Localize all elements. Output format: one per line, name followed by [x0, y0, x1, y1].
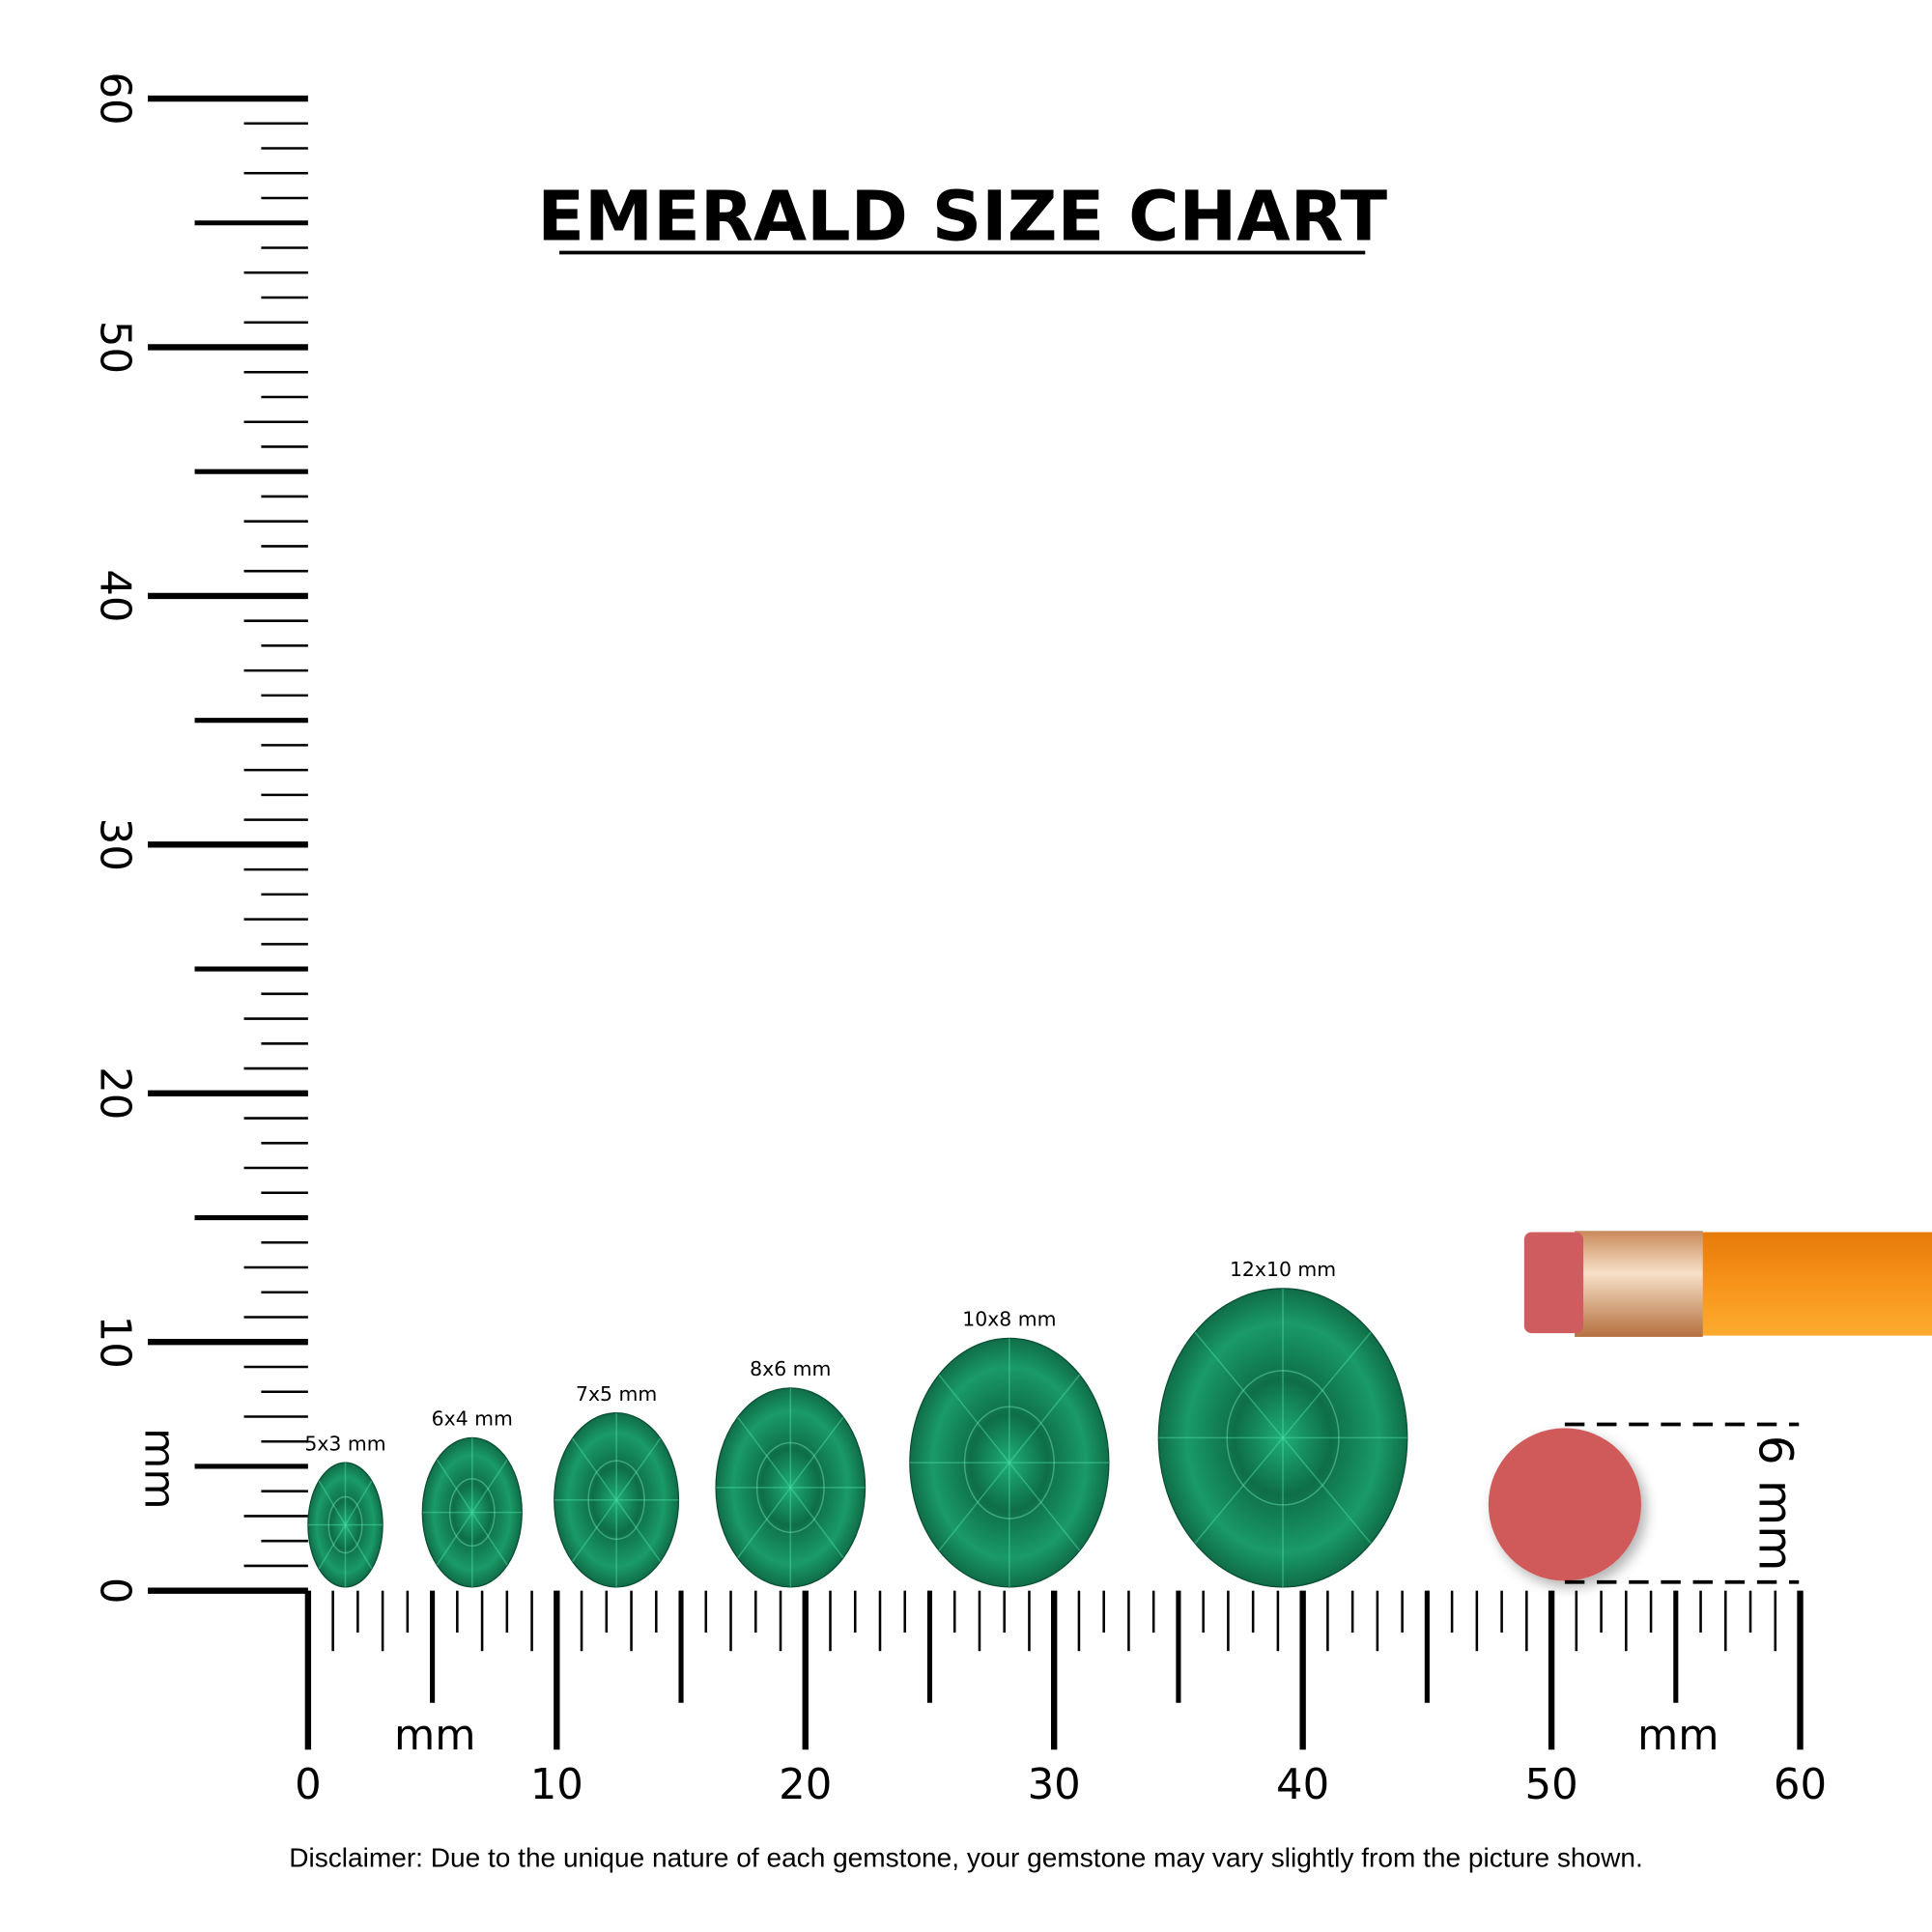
- y-unit-label: mm: [135, 1428, 184, 1509]
- gem-facet: [615, 1437, 662, 1501]
- gem-facet: [318, 1524, 347, 1570]
- gem-shape: [715, 1387, 867, 1588]
- y-tick-label: 10: [91, 1316, 139, 1369]
- gem-facet: [436, 1512, 473, 1566]
- x-tick-label: 10: [530, 1761, 583, 1809]
- gem-label: 5x3 mm: [304, 1432, 385, 1455]
- gem-label: 6x4 mm: [432, 1407, 513, 1431]
- gem-facet: [344, 1524, 373, 1570]
- chart-title: EMERALD SIZE CHART: [537, 177, 1387, 257]
- x-tick-label: 40: [1276, 1761, 1329, 1809]
- gem-facet: [615, 1499, 662, 1562]
- gem-facet: [789, 1487, 844, 1559]
- gem-shape: [1157, 1288, 1408, 1588]
- gem-facet: [571, 1499, 617, 1562]
- reference-label: 6 mm: [1747, 1435, 1802, 1572]
- x-tick-label: 0: [295, 1761, 322, 1809]
- gem: 8x6 mm: [715, 1357, 867, 1588]
- gem-facet: [471, 1512, 508, 1566]
- pencil-body: [1700, 1232, 1932, 1336]
- y-tick-label: 20: [91, 1066, 139, 1120]
- gem: 12x10 mm: [1157, 1258, 1408, 1588]
- chart-title-text: EMERALD SIZE CHART: [537, 177, 1387, 257]
- gem-label: 10x8 mm: [962, 1308, 1056, 1331]
- gem: 5x3 mm: [304, 1432, 386, 1588]
- gem-facet: [938, 1374, 1010, 1463]
- x-tick-label: 30: [1028, 1761, 1081, 1809]
- gem-facet: [436, 1459, 473, 1514]
- gems: 5x3 mm 6x4 mm 7x5 mm 8x6 mm 10x8 mm 12x10 mm: [304, 1258, 1408, 1588]
- gem-table: [587, 1460, 645, 1541]
- gem-table: [755, 1441, 825, 1533]
- gem-facet: [1282, 1436, 1372, 1545]
- gem: 10x8 mm: [909, 1308, 1110, 1588]
- gem-facet: [1009, 1374, 1081, 1463]
- pencil-ferrule: [1575, 1231, 1703, 1337]
- y-tick-label: 0: [91, 1577, 139, 1605]
- y-tick-label: 30: [91, 818, 139, 871]
- y-tick-label: 60: [91, 71, 139, 125]
- x-unit-label-right: mm: [1637, 1712, 1719, 1760]
- gem-facet: [938, 1462, 1010, 1551]
- y-tick-label: 50: [91, 321, 139, 374]
- gem-facet: [1194, 1331, 1284, 1438]
- disclaimer: Disclaimer: Due to the unique nature of …: [289, 1842, 1642, 1872]
- gem-label: 12x10 mm: [1230, 1258, 1336, 1281]
- gem-facet: [471, 1459, 508, 1514]
- gem-table: [327, 1495, 363, 1554]
- gem-facet: [737, 1487, 791, 1559]
- pencil: [1523, 1231, 1932, 1337]
- x-tick-label: 60: [1774, 1761, 1827, 1809]
- gem-shape: [421, 1436, 523, 1588]
- gem: 6x4 mm: [421, 1407, 523, 1588]
- gem-table: [963, 1406, 1055, 1520]
- gem-facet: [737, 1416, 791, 1489]
- pencil-eraser: [1523, 1232, 1584, 1334]
- gem-label: 7x5 mm: [576, 1382, 657, 1406]
- gem-facet: [789, 1416, 844, 1489]
- gem-shape: [307, 1462, 384, 1588]
- eraser-reference: [1488, 1428, 1641, 1581]
- x-tick-label: 50: [1524, 1761, 1577, 1809]
- gem-facet: [1194, 1436, 1284, 1545]
- x-unit-label-left: mm: [394, 1712, 475, 1760]
- gem-shape: [909, 1337, 1110, 1588]
- x-tick-label: 20: [779, 1761, 832, 1809]
- gem-table: [1226, 1370, 1340, 1506]
- gem-facet: [344, 1480, 373, 1525]
- gem-facet: [571, 1437, 617, 1501]
- gem-facet: [1282, 1331, 1372, 1438]
- gem-facet: [318, 1480, 347, 1525]
- vertical-ruler: 0 10 20 30 40 50 60: [91, 71, 308, 1604]
- gem-facet: [1009, 1462, 1081, 1551]
- gem-shape: [554, 1412, 680, 1588]
- gem-table: [448, 1478, 496, 1548]
- gem-label: 8x6 mm: [750, 1357, 831, 1380]
- horizontal-ruler: 0 10 20 30 40 50 60: [295, 1590, 1827, 1809]
- gem: 7x5 mm: [554, 1382, 680, 1588]
- y-tick-label: 40: [91, 569, 139, 622]
